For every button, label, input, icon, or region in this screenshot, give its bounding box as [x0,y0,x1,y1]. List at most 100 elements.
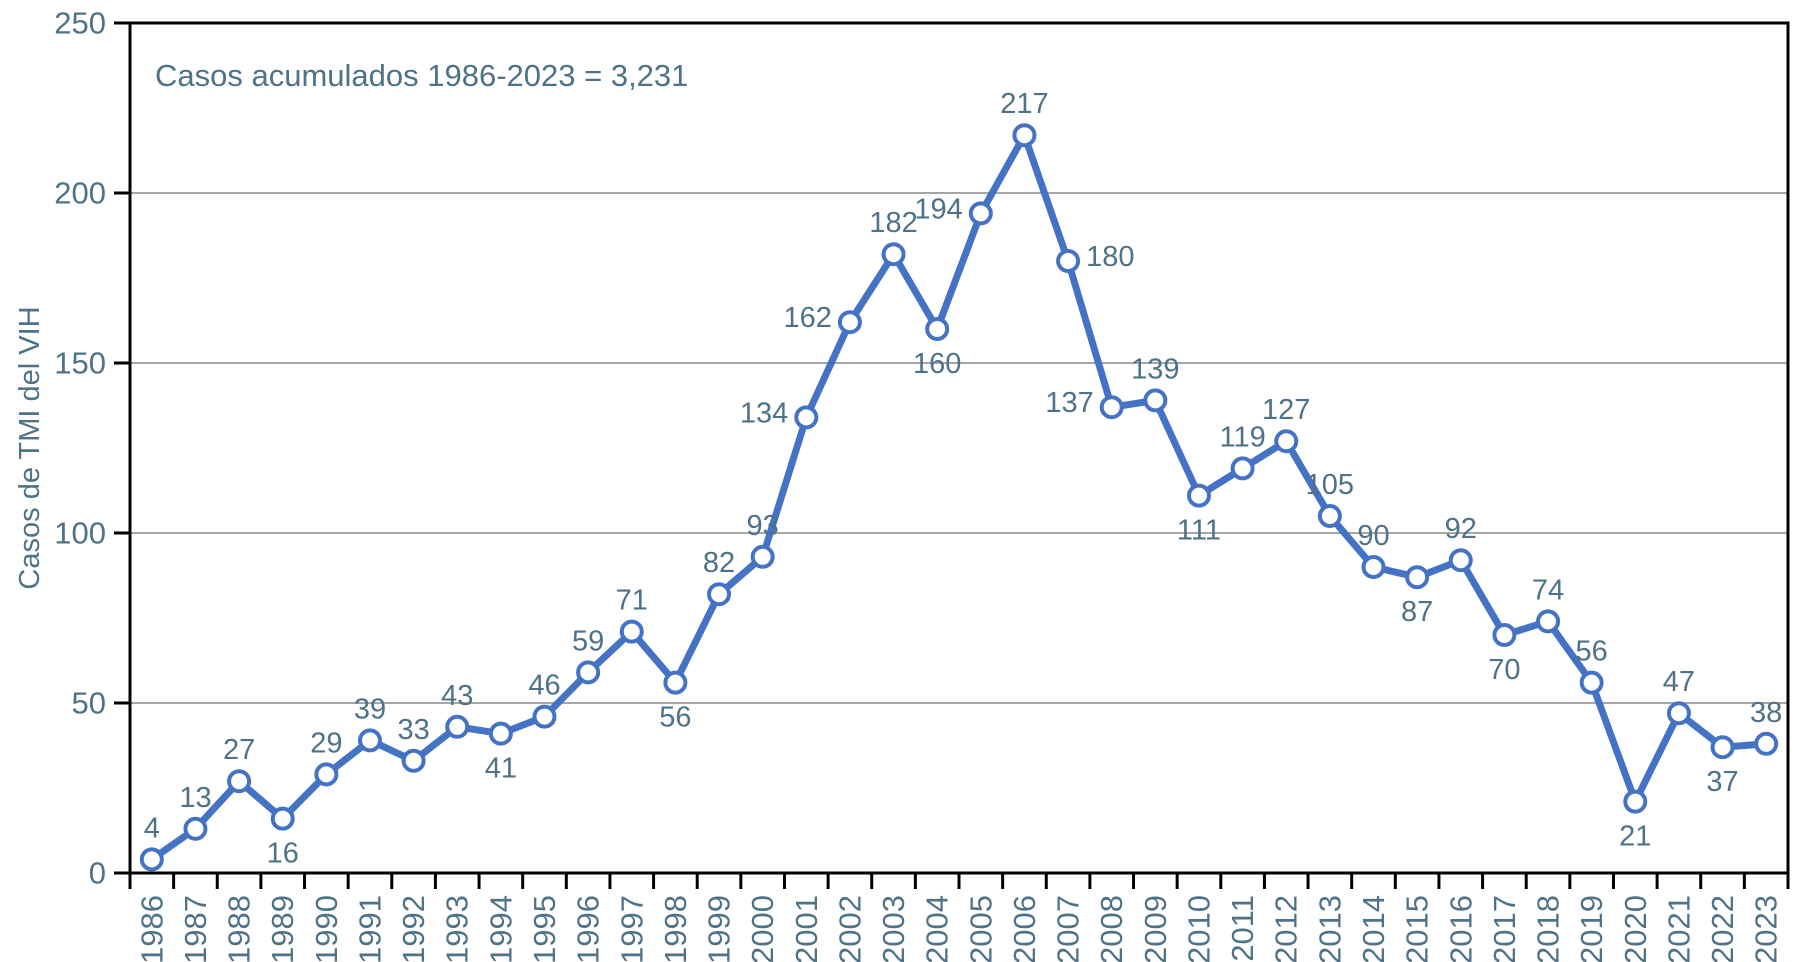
data-point-marker [881,242,906,267]
data-point-marker [1230,456,1255,481]
x-axis-tick-label: 2012 [1269,895,1304,962]
x-axis-tick-label: 1986 [134,895,169,962]
x-axis-tick-label: 2009 [1138,895,1173,962]
data-point-label: 105 [1306,469,1354,501]
data-point-label: 127 [1262,394,1310,426]
data-point-label: 74 [1532,574,1564,606]
x-axis-tick-label: 2019 [1574,895,1609,962]
data-point-marker [1492,623,1517,647]
data-point-marker [227,769,252,794]
x-axis-tick-label: 2018 [1531,895,1566,962]
y-axis-tick-label: 150 [54,346,106,381]
data-point-marker [1143,388,1168,413]
data-point-label: 41 [485,753,517,785]
data-point-marker [1186,483,1211,508]
x-axis-tick-label: 2013 [1312,895,1347,962]
data-point-label: 43 [441,680,473,712]
data-point-marker [1448,548,1473,573]
data-point-marker [1099,395,1124,420]
data-point-label: 134 [740,397,788,429]
data-point-label: 56 [659,702,691,734]
data-point-label: 4 [144,812,160,844]
x-axis-tick-label: 2010 [1181,895,1216,962]
data-point-marker [1274,429,1299,454]
data-point-marker [270,806,295,831]
x-axis-tick-label: 1988 [222,895,257,962]
data-point-marker [401,748,426,773]
data-point-marker [794,405,819,430]
x-axis-tick-label: 2008 [1094,895,1129,962]
data-point-label: 59 [572,625,604,657]
x-axis-tick-label: 1991 [352,895,387,962]
data-point-marker [1317,504,1342,528]
x-axis-tick-label: 1989 [265,895,300,962]
data-point-label: 90 [1357,520,1389,552]
x-axis-tick-label: 2021 [1661,895,1696,962]
data-point-marker [1012,123,1037,148]
data-point-label: 21 [1619,821,1651,853]
data-point-label: 92 [1445,513,1477,545]
data-point-marker [1623,789,1648,814]
x-axis-tick-label: 2004 [920,895,955,962]
data-point-marker [314,762,339,787]
data-point-marker [183,816,208,841]
data-point-label: 46 [528,670,560,702]
data-point-label: 93 [747,510,779,542]
x-axis-tick-label: 1997 [614,895,649,962]
data-point-marker [139,847,164,872]
x-axis-tick-label: 2014 [1356,895,1391,962]
x-axis-tick-label: 1995 [527,895,562,962]
x-axis-tick-label: 2020 [1618,895,1653,962]
x-axis-tick-label: 2002 [832,895,867,962]
data-point-marker [1405,565,1430,590]
x-axis-tick-label: 1999 [702,895,737,962]
data-point-label: 16 [267,838,299,870]
data-point-label: 27 [223,734,255,766]
data-point-label: 37 [1706,766,1738,798]
data-point-label: 182 [869,207,917,239]
data-point-marker [1579,670,1604,695]
y-axis-tick-label: 200 [54,176,106,211]
data-point-marker [1536,609,1561,634]
data-point-marker [1754,731,1779,756]
data-point-marker [445,714,470,739]
y-axis-tick-label: 50 [72,686,106,721]
data-point-marker [619,619,644,644]
data-point-marker [1710,735,1735,760]
data-point-marker [576,660,601,685]
data-point-label: 39 [354,693,386,725]
data-point-marker [488,721,513,746]
data-point-label: 137 [1045,387,1093,419]
data-point-label: 162 [784,302,832,334]
x-axis-tick-label: 2005 [963,895,998,962]
x-axis-tick-label: 2023 [1749,895,1784,962]
data-point-label: 82 [703,547,735,579]
data-point-label: 217 [1000,88,1048,120]
data-point-label: 47 [1663,666,1695,698]
x-axis-tick-label: 2003 [876,895,911,962]
x-axis-tick-label: 1993 [440,895,475,962]
x-axis-tick-label: 2007 [1051,895,1086,962]
y-axis-tick-label: 250 [54,6,106,41]
data-point-label: 13 [179,782,211,814]
data-point-label: 119 [1219,421,1265,453]
data-point-marker [663,670,688,695]
x-axis-tick-label: 2015 [1400,895,1435,962]
x-axis-tick-label: 1998 [658,895,693,962]
cumulative-cases-annotation: Casos acumulados 1986-2023 = 3,231 [155,58,688,93]
data-point-marker [1056,249,1081,273]
data-point-label: 87 [1401,596,1433,628]
data-point-marker [968,201,993,226]
data-point-marker [750,544,775,569]
y-axis-tick-label: 100 [54,516,106,551]
x-axis-tick-label: 2022 [1705,895,1740,962]
data-point-marker [925,317,950,341]
data-point-label: 71 [616,585,648,617]
data-point-label: 33 [397,714,429,746]
x-axis-tick-label: 1996 [571,895,606,962]
data-point-label: 139 [1131,353,1179,385]
data-point-marker [1361,555,1386,579]
